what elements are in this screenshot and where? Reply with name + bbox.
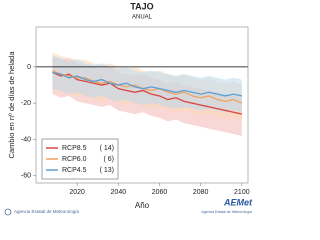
plot-area bbox=[36, 52, 248, 136]
x-tick-label: 2060 bbox=[152, 189, 168, 196]
legend-label: RCP4.5 bbox=[62, 167, 87, 174]
series-line bbox=[52, 71, 242, 97]
y-tick-label: -20 bbox=[21, 100, 31, 107]
chart-subtitle: ANUAL bbox=[132, 15, 153, 21]
y-tick-label: -40 bbox=[21, 136, 31, 143]
x-tick-label: 2080 bbox=[193, 189, 209, 196]
legend-label: RCP8.5 bbox=[62, 145, 87, 152]
x-tick-label: 2100 bbox=[234, 189, 250, 196]
legend-count: ( 13) bbox=[100, 167, 114, 174]
series-line bbox=[52, 71, 242, 115]
series-line bbox=[52, 69, 243, 104]
uncertainty-band bbox=[52, 56, 242, 113]
y-axis-label: Cambio en nº de días de helada bbox=[7, 51, 16, 159]
x-tick-label: 2040 bbox=[111, 189, 127, 196]
chart: TAJO ANUAL Cambio en nº de días de helad… bbox=[4, 1, 253, 216]
y-tick-label: 0 bbox=[27, 64, 31, 71]
legend-count: ( 14) bbox=[100, 145, 114, 152]
footer-logo: AEMet bbox=[223, 197, 253, 207]
footer-left: Agencia Estatal de Meteorología bbox=[14, 209, 80, 214]
x-tick-label: 2020 bbox=[69, 189, 85, 196]
footer-logo-sub: Agencia Estatal de Meteorología bbox=[201, 210, 252, 214]
footer-icon bbox=[4, 208, 12, 216]
legend-count: ( 6) bbox=[104, 156, 115, 163]
x-axis-label: Año bbox=[135, 201, 150, 210]
chart-title: TAJO bbox=[130, 1, 153, 11]
y-tick-label: -60 bbox=[21, 173, 31, 180]
plot-frame bbox=[35, 26, 249, 184]
legend-label: RCP6.0 bbox=[62, 156, 87, 163]
